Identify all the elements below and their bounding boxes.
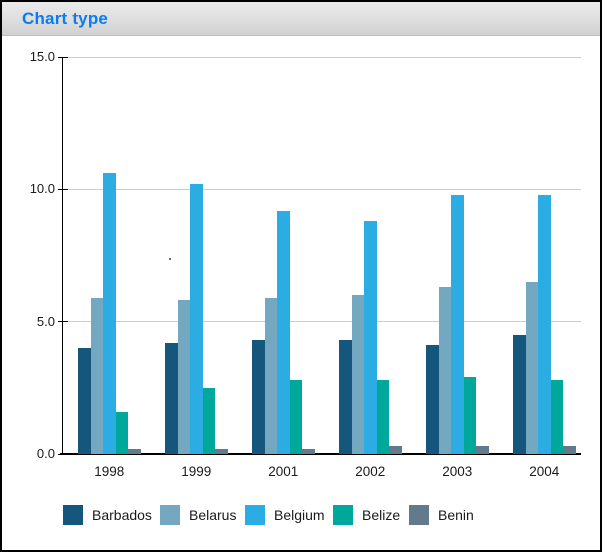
y-axis-tick-label: 5.0 bbox=[36, 313, 55, 329]
gridline bbox=[63, 188, 581, 190]
x-axis-label-2002: 2002 bbox=[355, 464, 386, 479]
legend-label-benin: Benin bbox=[438, 507, 474, 523]
bar-belize-2002 bbox=[376, 379, 389, 454]
bar-benin-2003 bbox=[476, 446, 489, 454]
x-axis-label-2001: 2001 bbox=[268, 464, 299, 479]
y-axis-tick bbox=[58, 453, 68, 455]
bar-belgium-1998 bbox=[103, 173, 116, 454]
y-axis-tick bbox=[58, 188, 68, 190]
bar-belize-1998 bbox=[115, 411, 128, 454]
page-title: Chart type bbox=[22, 9, 109, 28]
legend-label-barbados: Barbados bbox=[92, 507, 152, 523]
legend-item-barbados: Barbados bbox=[63, 505, 152, 525]
bar-barbados-1999 bbox=[165, 342, 178, 454]
legend-swatch-barbados bbox=[63, 505, 83, 525]
bar-benin-1999 bbox=[215, 448, 228, 454]
bar-barbados-2001 bbox=[252, 340, 265, 454]
legend-item-belize: Belize bbox=[333, 505, 400, 525]
legend-label-belize: Belize bbox=[362, 507, 401, 523]
bar-belarus-2004 bbox=[525, 281, 538, 454]
legend-swatch-belize bbox=[333, 505, 353, 525]
bar-belize-2001 bbox=[289, 379, 302, 454]
gridline bbox=[63, 56, 581, 58]
legend-swatch-benin bbox=[409, 505, 429, 525]
gridline bbox=[63, 321, 581, 323]
x-axis-label-1999: 1999 bbox=[181, 464, 212, 479]
bar-benin-2001 bbox=[302, 448, 315, 454]
y-axis-tick-label: 10.0 bbox=[29, 181, 55, 197]
bar-belize-2004 bbox=[550, 379, 563, 454]
legend-label-belgium: Belgium bbox=[274, 507, 325, 523]
legend-item-benin: Benin bbox=[409, 505, 474, 525]
x-axis-line bbox=[60, 453, 581, 455]
bar-benin-2004 bbox=[563, 446, 576, 454]
bar-benin-1998 bbox=[128, 448, 141, 454]
bar-barbados-2003 bbox=[426, 345, 439, 454]
window-header: Chart type bbox=[2, 2, 600, 36]
y-axis-tick bbox=[58, 321, 68, 323]
legend-swatch-belarus bbox=[160, 505, 180, 525]
legend-item-belarus: Belarus bbox=[160, 505, 236, 525]
bar-belarus-2002 bbox=[351, 295, 364, 454]
bar-barbados-1998 bbox=[78, 348, 91, 454]
plot-area: 0.0 5.0 10.0 15.0 1998 1999 2001 2002 2003 2004 bbox=[30, 49, 581, 479]
stray-dot bbox=[169, 258, 171, 260]
chart-legend: Barbados Belarus Belgium Belize Benin bbox=[2, 505, 600, 529]
legend-label-belarus: Belarus bbox=[189, 507, 237, 523]
bar-belize-2003 bbox=[463, 377, 476, 454]
bar-belgium-2004 bbox=[538, 194, 551, 454]
x-axis-label-2004: 2004 bbox=[529, 464, 560, 479]
legend-item-belgium: Belgium bbox=[245, 505, 325, 525]
bar-barbados-2002 bbox=[339, 340, 352, 454]
bar-belgium-2001 bbox=[277, 210, 290, 454]
bar-benin-2002 bbox=[389, 446, 402, 454]
legend-swatch-belgium bbox=[245, 505, 265, 525]
bar-belarus-2003 bbox=[438, 287, 451, 454]
bar-belgium-2002 bbox=[364, 221, 377, 454]
bar-barbados-2004 bbox=[513, 334, 526, 454]
y-axis-tick bbox=[58, 56, 68, 58]
y-axis-tick-label: 15.0 bbox=[29, 49, 55, 64]
bar-belgium-2003 bbox=[451, 194, 464, 454]
bar-belarus-1999 bbox=[177, 300, 190, 454]
bar-belarus-2001 bbox=[264, 297, 277, 454]
bar-belgium-1999 bbox=[190, 184, 203, 454]
x-axis-label-1998: 1998 bbox=[94, 464, 125, 479]
bar-belarus-1998 bbox=[90, 297, 103, 454]
x-axis-label-2003: 2003 bbox=[442, 464, 473, 479]
y-axis-tick-label: 0.0 bbox=[36, 446, 55, 461]
bar-belize-1999 bbox=[202, 387, 215, 454]
